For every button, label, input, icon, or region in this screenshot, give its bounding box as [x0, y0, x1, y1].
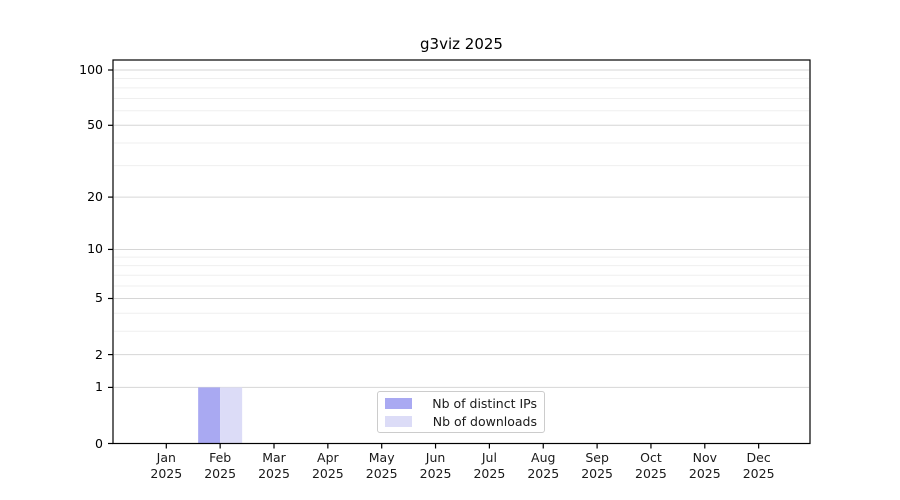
legend-swatch-downloads: [385, 415, 412, 427]
x-tick-label-jan: Jan 2025: [150, 450, 183, 481]
x-tick-label-may: May 2025: [365, 450, 398, 481]
x-tick-label-dec: Dec 2025: [742, 450, 775, 481]
legend-swatch-distinct-ips: [385, 397, 412, 409]
legend: Nb of distinct IPs Nb of downloads: [377, 391, 545, 433]
y-tick-label-0: 0: [95, 435, 103, 451]
plot-border: [112, 59, 811, 445]
y-tick-label-2: 2: [95, 346, 103, 362]
legend-item-downloads: Nb of downloads: [385, 414, 537, 429]
x-tick-label-jul: Jul 2025: [473, 450, 506, 481]
bar-downloads-feb: [220, 387, 243, 444]
y-tick-label-50: 50: [87, 117, 103, 133]
y-tick-label-20: 20: [87, 189, 103, 205]
bar-distinct-ips-feb: [198, 387, 221, 444]
x-tick-label-apr: Apr 2025: [311, 450, 344, 481]
x-tick-label-sep: Sep 2025: [581, 450, 613, 481]
x-tick-label-oct: Oct 2025: [635, 450, 667, 481]
legend-label-distinct-ips: Nb of distinct IPs: [432, 395, 537, 411]
chart-title: g3viz 2025: [420, 35, 503, 53]
x-tick-label-aug: Aug 2025: [527, 450, 560, 481]
y-tick-label-5: 5: [95, 290, 103, 306]
y-tick-label-1: 1: [95, 379, 103, 395]
legend-item-distinct-ips: Nb of distinct IPs: [385, 396, 537, 411]
legend-label-downloads: Nb of downloads: [432, 413, 537, 429]
y-tick-label-10: 10: [87, 241, 103, 257]
y-tick-label-100: 100: [79, 62, 103, 77]
x-tick-label-mar: Mar 2025: [258, 450, 290, 481]
x-tick-label-jun: Jun 2025: [419, 450, 452, 481]
x-tick-label-feb: Feb 2025: [204, 450, 237, 481]
x-tick-label-nov: Nov 2025: [688, 450, 721, 481]
